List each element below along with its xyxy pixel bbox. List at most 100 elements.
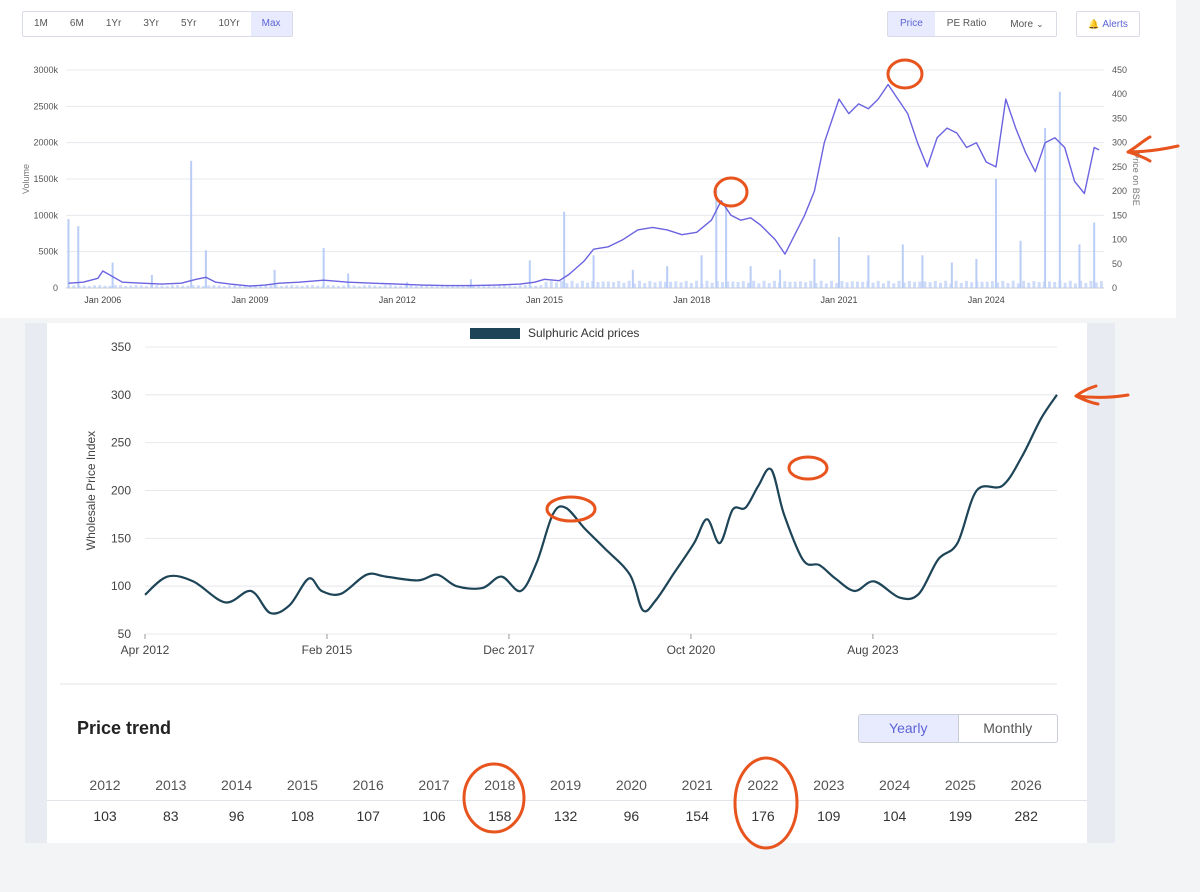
trend-value: 154 bbox=[685, 808, 709, 824]
range-button-1yr[interactable]: 1Yr bbox=[105, 18, 122, 29]
trend-value: 158 bbox=[488, 808, 512, 824]
range-button-6m[interactable]: 6M bbox=[69, 18, 84, 29]
volume-bar bbox=[1027, 282, 1031, 288]
volume-bar bbox=[788, 281, 792, 288]
volume-bar bbox=[539, 285, 543, 288]
volume-bar bbox=[518, 285, 522, 288]
volume-bar bbox=[631, 269, 634, 288]
volume-bar bbox=[394, 285, 398, 288]
price-trend-title: Price trend bbox=[77, 718, 172, 738]
volume-bar bbox=[124, 286, 128, 288]
metric-button-price[interactable]: Price bbox=[888, 12, 935, 36]
volume-bar bbox=[67, 218, 70, 288]
trend-year: 2023 bbox=[813, 777, 845, 793]
volume-bar bbox=[570, 280, 574, 288]
metric-button-more[interactable]: More ⌄ bbox=[1010, 19, 1044, 30]
trend-year: 2018 bbox=[484, 777, 516, 793]
volume-bar bbox=[804, 282, 808, 288]
range-button-5yr[interactable]: 5Yr bbox=[180, 18, 197, 29]
y2-tick-label: 100 bbox=[1112, 235, 1127, 245]
x-tick-label: Jan 2012 bbox=[379, 295, 416, 305]
volume-bar bbox=[586, 282, 590, 288]
volume-bar bbox=[741, 281, 745, 288]
metric-button-pe-ratio[interactable]: PE Ratio bbox=[946, 18, 987, 29]
volume-bar bbox=[637, 280, 641, 288]
volume-bar bbox=[357, 286, 361, 288]
trend-value: 199 bbox=[948, 808, 973, 824]
trend-value: 96 bbox=[623, 808, 640, 824]
volume-bar bbox=[715, 281, 719, 288]
volume-bar bbox=[944, 280, 948, 288]
alerts-button[interactable]: 🔔 Alerts bbox=[1076, 11, 1140, 37]
volume-bar bbox=[746, 282, 750, 288]
y-axis-label: Wholesale Price Index bbox=[84, 431, 98, 550]
volume-bar bbox=[259, 285, 263, 288]
volume-bar bbox=[663, 281, 667, 288]
volume-bar bbox=[222, 286, 226, 288]
volume-bar bbox=[861, 281, 865, 288]
volume-bar bbox=[918, 281, 922, 288]
volume-bar bbox=[269, 285, 273, 288]
volume-bar bbox=[144, 286, 148, 288]
range-button-3yr[interactable]: 3Yr bbox=[143, 18, 159, 29]
volume-bar bbox=[928, 282, 932, 288]
y2-tick-label: 250 bbox=[1112, 162, 1127, 172]
alerts-label: Alerts bbox=[1102, 19, 1128, 30]
volume-bar bbox=[845, 282, 849, 288]
volume-bar bbox=[103, 285, 107, 288]
volume-bar bbox=[622, 282, 626, 288]
volume-bar bbox=[279, 286, 283, 288]
volume-bar bbox=[897, 280, 901, 288]
volume-bar bbox=[725, 208, 728, 288]
volume-bar bbox=[653, 282, 657, 288]
volume-bar bbox=[181, 285, 185, 288]
volume-bar bbox=[273, 269, 276, 288]
volume-bar bbox=[575, 283, 579, 288]
volume-bar bbox=[316, 285, 320, 288]
volume-bar bbox=[757, 283, 761, 288]
volume-bar bbox=[921, 255, 924, 288]
volume-bar bbox=[606, 281, 610, 288]
volume-bar bbox=[227, 285, 231, 288]
volume-bar bbox=[689, 283, 693, 288]
volume-bar bbox=[560, 280, 564, 288]
volume-bar bbox=[451, 285, 455, 288]
volume-bar bbox=[871, 282, 875, 288]
volume-bar bbox=[238, 285, 242, 288]
volume-bar bbox=[347, 273, 350, 288]
stock-price-volume-chart[interactable]: 0 500k 1000k 1500k 2000k 2500k 3000k 0 50 100 150 2… bbox=[0, 0, 1200, 318]
divider bbox=[47, 800, 1087, 801]
volume-bar bbox=[1078, 244, 1081, 288]
volume-bar bbox=[970, 282, 974, 288]
y-tick-label: 1000k bbox=[33, 210, 58, 220]
range-button-10yr[interactable]: 10Yr bbox=[218, 18, 240, 29]
trend-value: 108 bbox=[290, 808, 315, 824]
volume-bar bbox=[373, 285, 377, 288]
y-tick-label: 300 bbox=[111, 388, 131, 402]
x-tick-label: Jan 2018 bbox=[673, 295, 710, 305]
trend-value: 96 bbox=[228, 808, 245, 824]
price-index-line[interactable] bbox=[144, 394, 1058, 615]
volume-bar bbox=[326, 285, 330, 288]
range-button-max[interactable]: Max bbox=[250, 12, 292, 36]
price-line[interactable] bbox=[68, 83, 1100, 287]
volume-bar bbox=[887, 280, 891, 288]
trend-value: 176 bbox=[751, 808, 775, 824]
period-toggle: Yearly Monthly bbox=[858, 714, 1058, 743]
volume-bar bbox=[648, 280, 652, 288]
volume-bar bbox=[1048, 281, 1052, 288]
volume-bar bbox=[1044, 128, 1047, 288]
volume-bar bbox=[959, 282, 963, 288]
volume-bar bbox=[160, 285, 164, 288]
tab-yearly[interactable]: Yearly bbox=[859, 715, 959, 742]
volume-bar bbox=[762, 280, 766, 288]
volume-bar bbox=[684, 280, 688, 288]
tab-monthly[interactable]: Monthly bbox=[983, 720, 1033, 736]
volume-bar bbox=[186, 285, 190, 288]
range-button-1m[interactable]: 1M bbox=[34, 18, 48, 29]
trend-year: 2025 bbox=[944, 777, 976, 793]
volume-bar bbox=[322, 248, 325, 288]
volume-bar bbox=[368, 285, 372, 288]
volume-bar bbox=[837, 237, 840, 288]
sulphuric-acid-price-chart[interactable]: Sulphuric Acid prices 50 100 150 200 250 300 35… bbox=[0, 0, 1200, 700]
